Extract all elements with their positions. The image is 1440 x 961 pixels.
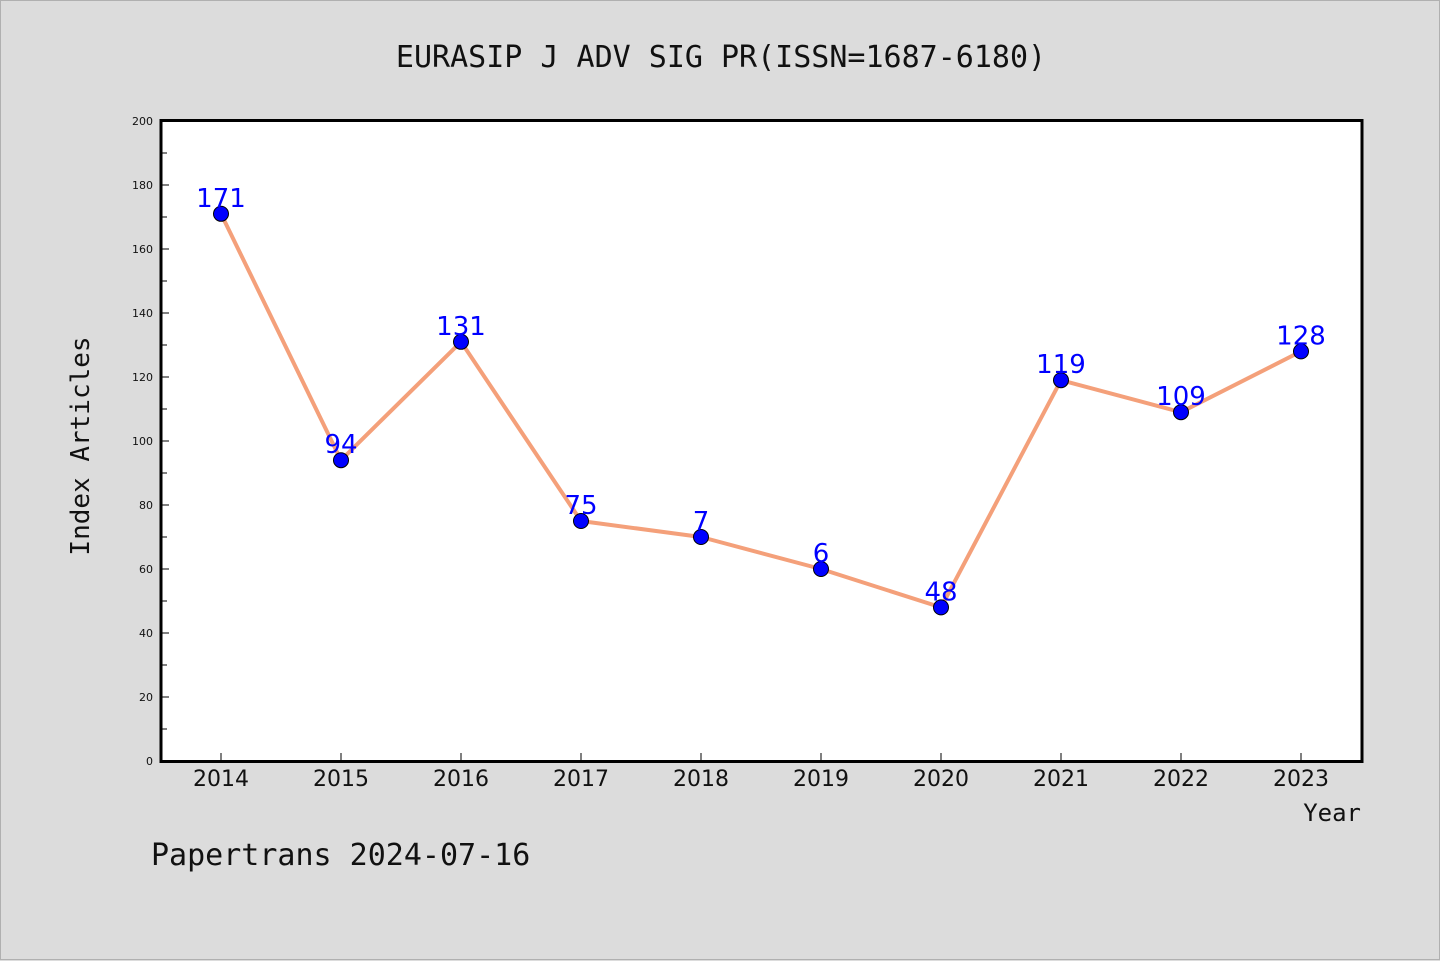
data-point — [933, 599, 949, 616]
x-tick-label: 2022 — [1153, 767, 1209, 792]
data-label: 6 — [813, 539, 830, 569]
y-tick-label: 0 — [146, 755, 153, 768]
y-tick-label: 100 — [132, 435, 153, 448]
data-point — [1293, 343, 1309, 360]
x-tick-label: 2015 — [313, 767, 369, 792]
series-markers — [213, 205, 1309, 616]
y-tick-label: 200 — [132, 115, 153, 128]
x-tick-label: 2021 — [1033, 767, 1089, 792]
data-label: 94 — [324, 430, 357, 460]
data-labels: 171 94 131 75 7 6 48 119 109 128 — [196, 184, 1326, 608]
data-label: 75 — [564, 491, 597, 521]
data-label: 7 — [693, 507, 710, 537]
y-tick-label: 60 — [139, 563, 153, 576]
x-tick-label: 2018 — [673, 767, 729, 792]
data-label: 131 — [436, 312, 486, 342]
data-point — [333, 452, 349, 469]
x-axis-label: Year — [1303, 799, 1361, 827]
y-tick-label: 120 — [132, 371, 153, 384]
x-tick-label: 2020 — [913, 767, 969, 792]
chart-title: EURASIP J ADV SIG PR(ISSN=1687-6180) — [396, 40, 1046, 75]
y-axis: 0 20 40 60 80 100 120 140 160 180 200 — [132, 115, 169, 768]
x-tick-label: 2017 — [553, 767, 609, 792]
y-tick-label: 180 — [132, 179, 153, 192]
y-axis-label: Index Articles — [66, 336, 96, 555]
data-point — [453, 333, 469, 350]
y-tick-label: 140 — [132, 307, 153, 320]
x-tick-label: 2016 — [433, 767, 489, 792]
data-label: 48 — [924, 577, 957, 607]
data-point — [813, 561, 829, 577]
x-tick-label: 2014 — [193, 767, 249, 792]
data-point — [1173, 404, 1189, 421]
data-label: 109 — [1156, 382, 1206, 412]
x-tick-label: 2019 — [793, 767, 849, 792]
footer-credit: Papertrans 2024-07-16 — [151, 838, 530, 873]
x-axis: 2014 2015 2016 2017 2018 2019 2020 2021 2022 2023 — [193, 753, 1329, 792]
data-label: 171 — [196, 184, 246, 214]
data-point — [213, 205, 229, 222]
y-tick-label: 160 — [132, 243, 153, 256]
data-point — [573, 513, 589, 529]
data-point — [693, 529, 709, 545]
x-tick-label: 2023 — [1273, 767, 1329, 792]
data-label: 128 — [1276, 321, 1326, 351]
series-line — [219, 212, 1302, 610]
y-tick-label: 20 — [139, 691, 153, 704]
data-label: 119 — [1036, 350, 1086, 380]
y-tick-label: 40 — [139, 627, 153, 640]
y-tick-label: 80 — [139, 499, 153, 512]
data-point — [1053, 372, 1069, 389]
